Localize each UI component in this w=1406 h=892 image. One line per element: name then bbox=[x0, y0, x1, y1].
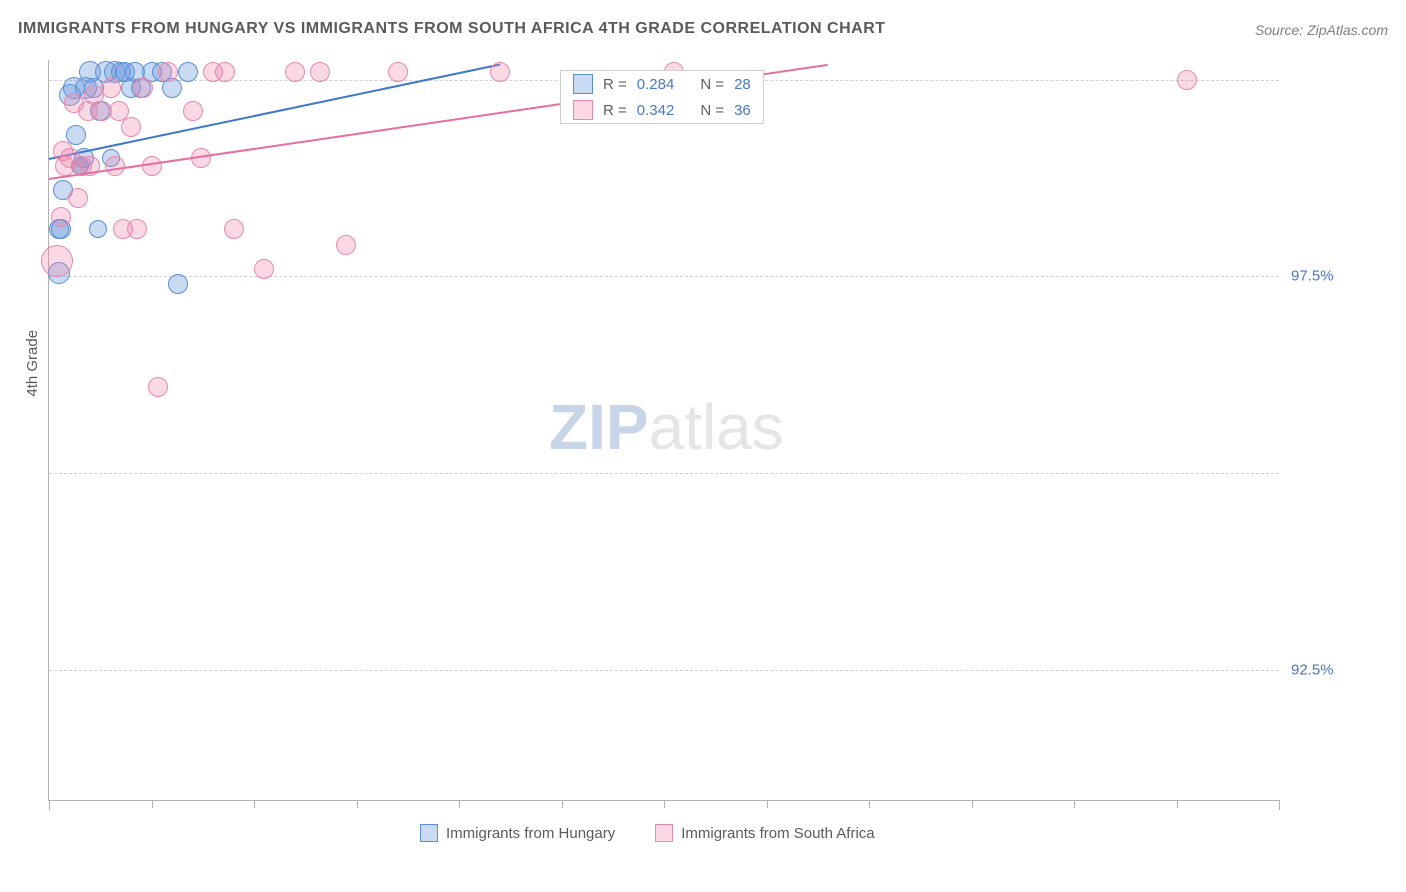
scatter-point bbox=[51, 207, 71, 227]
x-tick bbox=[869, 800, 870, 808]
watermark-zip: ZIP bbox=[549, 391, 649, 463]
x-tick bbox=[49, 800, 50, 810]
chart-title: IMMIGRANTS FROM HUNGARY VS IMMIGRANTS FR… bbox=[18, 20, 886, 38]
source-prefix: Source: bbox=[1255, 22, 1307, 38]
scatter-point bbox=[41, 245, 73, 277]
stat-r-value: 0.342 bbox=[637, 102, 675, 119]
x-tick bbox=[1279, 800, 1280, 810]
scatter-point bbox=[133, 78, 153, 98]
x-tick bbox=[1074, 800, 1075, 808]
scatter-point bbox=[310, 62, 330, 82]
stat-r-value: 0.284 bbox=[637, 76, 675, 93]
scatter-point bbox=[224, 219, 244, 239]
scatter-point bbox=[101, 78, 121, 98]
legend-label: Immigrants from South Africa bbox=[681, 825, 874, 842]
scatter-point bbox=[183, 101, 203, 121]
gridline-h bbox=[49, 473, 1279, 474]
scatter-point bbox=[68, 188, 88, 208]
legend: Immigrants from Hungary Immigrants from S… bbox=[420, 824, 875, 842]
scatter-point bbox=[168, 274, 188, 294]
stat-r-label: R = bbox=[603, 76, 627, 93]
y-tick-label: 92.5% bbox=[1291, 662, 1334, 679]
source-attribution: Source: ZipAtlas.com bbox=[1255, 22, 1388, 38]
x-tick bbox=[357, 800, 358, 808]
stat-row: R = 0.342 N = 36 bbox=[561, 97, 763, 123]
y-tick-label: 97.5% bbox=[1291, 268, 1334, 285]
stat-n-value: 28 bbox=[734, 76, 751, 93]
watermark-atlas: atlas bbox=[649, 391, 784, 463]
stat-n-label: N = bbox=[700, 102, 724, 119]
x-tick bbox=[562, 800, 563, 808]
gridline-h bbox=[49, 276, 1279, 277]
legend-label: Immigrants from Hungary bbox=[446, 825, 615, 842]
x-tick bbox=[1177, 800, 1178, 808]
source-name: ZipAtlas.com bbox=[1307, 22, 1388, 38]
stat-box: R = 0.284 N = 28 R = 0.342 N = 36 bbox=[560, 70, 764, 124]
scatter-point bbox=[148, 377, 168, 397]
legend-swatch bbox=[420, 824, 438, 842]
scatter-point bbox=[215, 62, 235, 82]
series-swatch bbox=[573, 74, 593, 94]
legend-item: Immigrants from Hungary bbox=[420, 824, 615, 842]
series-swatch bbox=[573, 100, 593, 120]
plot-area: ZIPatlas 92.5%97.5% bbox=[48, 60, 1279, 801]
scatter-point bbox=[285, 62, 305, 82]
x-tick bbox=[972, 800, 973, 808]
scatter-point bbox=[178, 62, 198, 82]
x-tick bbox=[254, 800, 255, 808]
x-tick bbox=[664, 800, 665, 808]
y-axis-title: 4th Grade bbox=[24, 330, 41, 397]
scatter-point bbox=[158, 62, 178, 82]
stat-n-value: 36 bbox=[734, 102, 751, 119]
x-tick bbox=[767, 800, 768, 808]
scatter-point bbox=[142, 156, 162, 176]
stat-n-label: N = bbox=[700, 76, 724, 93]
scatter-point bbox=[121, 117, 141, 137]
stat-row: R = 0.284 N = 28 bbox=[561, 71, 763, 97]
x-tick bbox=[152, 800, 153, 808]
legend-swatch bbox=[655, 824, 673, 842]
scatter-point bbox=[1177, 70, 1197, 90]
scatter-point bbox=[388, 62, 408, 82]
scatter-point bbox=[490, 62, 510, 82]
scatter-point bbox=[254, 259, 274, 279]
scatter-point bbox=[89, 220, 107, 238]
watermark: ZIPatlas bbox=[549, 390, 784, 464]
stat-r-label: R = bbox=[603, 102, 627, 119]
x-tick bbox=[459, 800, 460, 808]
gridline-h bbox=[49, 670, 1279, 671]
scatter-point bbox=[127, 219, 147, 239]
legend-item: Immigrants from South Africa bbox=[655, 824, 874, 842]
scatter-point bbox=[336, 235, 356, 255]
